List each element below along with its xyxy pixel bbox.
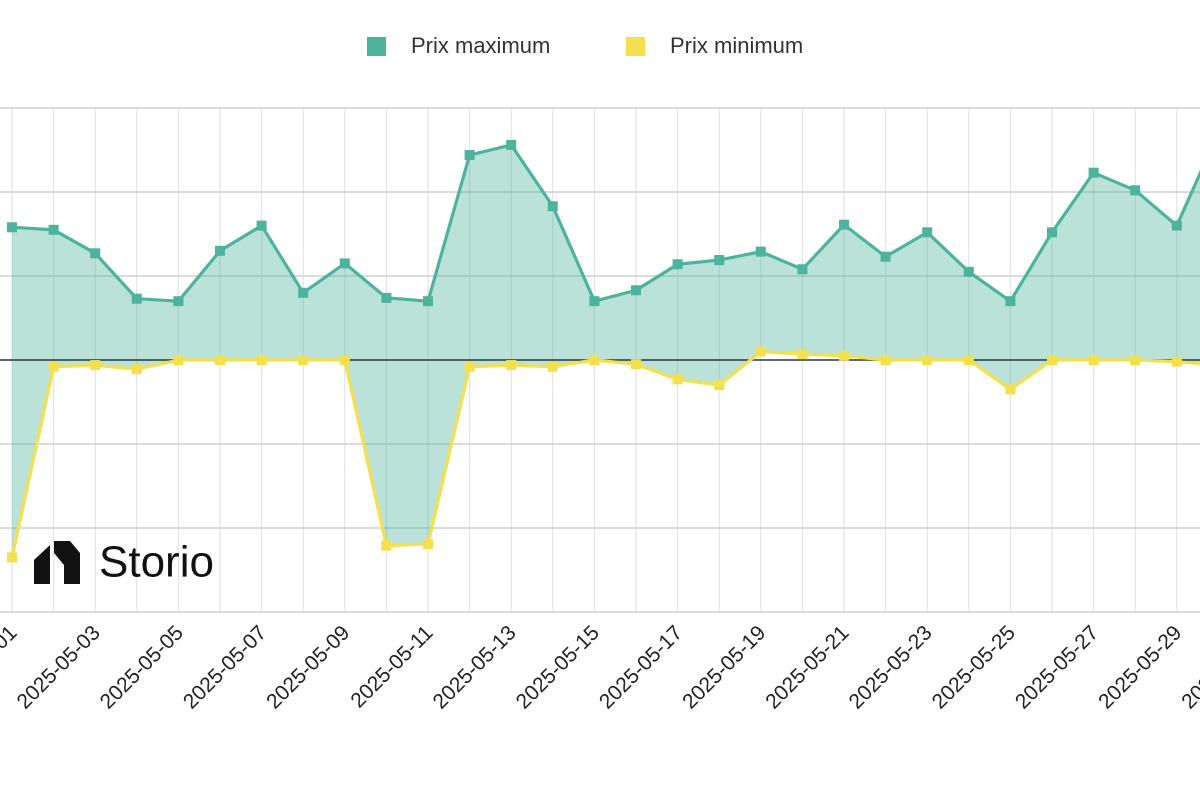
point-marker: [173, 355, 184, 365]
x-tick-label: 2025-05-17: [595, 621, 687, 713]
legend-swatch: [367, 37, 386, 56]
point-marker: [1047, 355, 1057, 365]
point-marker: [714, 380, 725, 391]
point-marker: [547, 201, 558, 212]
x-tick-label: 2025-05-13: [429, 621, 521, 713]
point-marker: [298, 287, 309, 298]
x-tick-label: 2025-05-07: [179, 621, 271, 713]
point-marker: [1171, 220, 1182, 231]
x-tick-label: 2025-05-09: [262, 621, 354, 713]
point-marker: [298, 355, 309, 365]
x-tick-label: 2025-05-25: [928, 621, 1020, 713]
point-marker: [839, 350, 849, 361]
point-marker: [755, 246, 766, 257]
plot-area: [0, 107, 1200, 613]
series-line: [11, 143, 1200, 303]
point-marker: [1130, 355, 1141, 365]
x-tick-label: 2025-05-27: [1011, 621, 1103, 713]
point-marker: [339, 355, 350, 365]
point-marker: [464, 150, 475, 161]
point-marker: [215, 245, 225, 256]
point-marker: [90, 248, 101, 259]
point-marker: [423, 538, 433, 549]
point-marker: [381, 540, 392, 551]
point-marker: [547, 361, 558, 372]
point-marker: [48, 361, 59, 372]
range-area: [12, 144, 1200, 558]
point-marker: [589, 355, 600, 365]
point-marker: [90, 360, 101, 371]
legend-label: Prix minimum: [670, 33, 803, 58]
point-marker: [1047, 227, 1057, 238]
point-marker: [963, 266, 974, 277]
point-marker: [880, 355, 891, 365]
point-marker: [631, 285, 641, 296]
point-marker: [256, 355, 267, 365]
x-tick-label: 2025-05-19: [678, 621, 770, 713]
point-marker: [1130, 185, 1141, 196]
point-marker: [631, 359, 641, 370]
legend: Prix maximum Prix minimum: [367, 33, 803, 58]
legend-swatch: [626, 37, 645, 56]
logo-icon: [34, 545, 50, 584]
x-tick-label: 2025-05-23: [845, 621, 937, 713]
point-marker: [1088, 167, 1099, 178]
point-marker: [215, 355, 225, 365]
point-marker: [506, 139, 517, 150]
point-marker: [922, 227, 933, 238]
point-marker: [173, 296, 184, 307]
series-line: [10, 350, 1200, 558]
point-marker: [922, 355, 933, 365]
point-marker: [963, 355, 974, 365]
point-marker: [1005, 296, 1016, 307]
point-marker: [797, 264, 808, 275]
point-marker: [672, 374, 683, 385]
legend-label: Prix maximum: [411, 33, 550, 58]
point-marker: [1088, 355, 1099, 365]
point-marker: [714, 255, 725, 266]
x-tick-label: 2025-05-21: [761, 621, 853, 713]
point-marker: [797, 349, 808, 360]
point-marker: [7, 552, 17, 563]
point-marker: [381, 292, 392, 303]
point-marker: [48, 224, 59, 235]
point-marker: [1171, 356, 1182, 367]
point-marker: [464, 361, 475, 372]
point-marker: [755, 346, 766, 357]
x-tick-label: 2025-05-05: [96, 621, 188, 713]
point-marker: [131, 293, 142, 304]
x-tick-label: 2025-05-29: [1094, 621, 1186, 713]
x-tick-label: 2025-05-03: [13, 621, 105, 713]
point-marker: [131, 364, 142, 375]
x-tick-label: 2025-05-15: [512, 621, 604, 713]
watermark-text: Storio: [99, 538, 214, 587]
point-marker: [506, 360, 517, 371]
point-marker: [7, 222, 17, 233]
point-marker: [256, 220, 267, 231]
point-marker: [672, 259, 683, 270]
point-marker: [423, 296, 433, 307]
point-marker: [589, 296, 600, 307]
point-marker: [880, 251, 891, 262]
point-marker: [1005, 384, 1016, 395]
point-marker: [839, 219, 849, 230]
watermark-logo: Storio: [34, 538, 214, 587]
point-marker: [339, 258, 350, 269]
x-tick-label: 2025-05-11: [346, 621, 437, 712]
logo-icon: [54, 541, 80, 584]
